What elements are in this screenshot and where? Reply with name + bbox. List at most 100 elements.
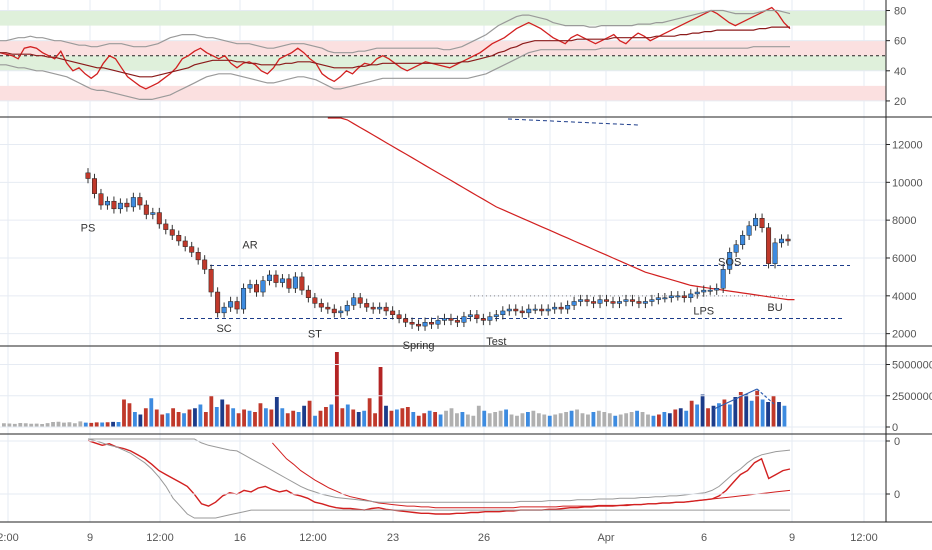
candle[interactable] (91, 173, 97, 199)
candle[interactable] (675, 291, 681, 301)
candle[interactable] (266, 270, 272, 286)
candle[interactable] (318, 298, 324, 312)
candle[interactable] (292, 272, 298, 293)
candle[interactable] (539, 304, 545, 316)
candle[interactable] (98, 188, 104, 210)
rsi-panel[interactable] (0, 6, 886, 102)
candle[interactable] (416, 319, 422, 331)
candle[interactable] (584, 294, 590, 307)
candle[interactable] (649, 294, 655, 307)
candle[interactable] (526, 304, 532, 318)
candle[interactable] (532, 304, 538, 314)
candle[interactable] (241, 283, 247, 314)
candle[interactable] (117, 198, 123, 214)
candle[interactable] (215, 287, 221, 318)
candle[interactable] (733, 240, 739, 258)
candle[interactable] (707, 285, 713, 295)
candle[interactable] (396, 310, 402, 324)
candle[interactable] (701, 285, 707, 297)
candle[interactable] (753, 213, 759, 231)
candle[interactable] (610, 296, 616, 309)
candle[interactable] (221, 302, 227, 318)
candle[interactable] (383, 302, 389, 316)
candle[interactable] (189, 241, 195, 258)
candle[interactable] (785, 234, 791, 246)
candle[interactable] (260, 275, 266, 297)
candle[interactable] (299, 272, 305, 295)
candle[interactable] (772, 238, 778, 269)
candle[interactable] (616, 296, 622, 309)
candle[interactable] (487, 311, 493, 326)
candle[interactable] (338, 306, 344, 318)
candle[interactable] (351, 292, 357, 311)
candle[interactable] (623, 294, 629, 307)
candle[interactable] (766, 222, 772, 269)
candle[interactable] (254, 279, 260, 297)
candle[interactable] (591, 296, 597, 309)
candle[interactable] (344, 300, 350, 316)
candle[interactable] (325, 302, 331, 314)
candle[interactable] (137, 192, 143, 210)
candle[interactable] (228, 296, 234, 312)
candle[interactable] (545, 304, 551, 316)
candle[interactable] (688, 289, 694, 303)
candle[interactable] (305, 285, 311, 303)
candle[interactable] (234, 296, 240, 314)
candle[interactable] (480, 313, 486, 326)
candle[interactable] (247, 279, 253, 293)
candle[interactable] (552, 302, 558, 314)
candle[interactable] (156, 207, 162, 229)
candle[interactable] (558, 302, 564, 314)
candle[interactable] (195, 247, 201, 265)
candle[interactable] (474, 310, 480, 324)
candle[interactable] (208, 264, 214, 297)
candle[interactable] (500, 306, 506, 320)
candle[interactable] (111, 196, 117, 214)
candle[interactable] (668, 291, 674, 303)
candle[interactable] (130, 192, 136, 212)
candle[interactable] (377, 302, 383, 314)
candle[interactable] (357, 292, 363, 309)
candle[interactable] (513, 304, 519, 316)
candle[interactable] (422, 317, 428, 331)
candle[interactable] (467, 310, 473, 322)
candle[interactable] (169, 224, 175, 241)
candle[interactable] (714, 283, 720, 295)
candle[interactable] (390, 306, 396, 320)
candle[interactable] (597, 294, 603, 309)
candle[interactable] (720, 264, 726, 293)
candle[interactable] (655, 292, 661, 305)
candle[interactable] (182, 236, 188, 252)
candle[interactable] (312, 292, 318, 309)
candle[interactable] (461, 311, 467, 328)
candle[interactable] (441, 313, 447, 326)
candle[interactable] (727, 247, 733, 275)
candle[interactable] (202, 255, 208, 275)
candle[interactable] (779, 234, 785, 248)
candle[interactable] (429, 317, 435, 329)
candle[interactable] (740, 230, 746, 250)
volume-panel[interactable] (0, 352, 886, 428)
candle[interactable] (493, 310, 499, 322)
candle[interactable] (506, 304, 512, 316)
candle[interactable] (642, 296, 648, 309)
candle[interactable] (604, 294, 610, 307)
candle[interactable] (331, 304, 337, 318)
candle[interactable] (629, 294, 635, 307)
candle[interactable] (578, 294, 584, 307)
candle[interactable] (746, 221, 752, 241)
indicator-panel[interactable] (0, 438, 886, 519)
candle[interactable] (104, 196, 110, 210)
candle[interactable] (176, 230, 182, 246)
candle[interactable] (143, 200, 149, 220)
candle[interactable] (694, 287, 700, 299)
candle[interactable] (370, 302, 376, 314)
candle[interactable] (409, 317, 415, 329)
candle[interactable] (150, 207, 156, 220)
candle[interactable] (448, 313, 454, 326)
candle[interactable] (286, 274, 292, 293)
candle[interactable] (124, 198, 130, 212)
candle[interactable] (565, 300, 571, 314)
